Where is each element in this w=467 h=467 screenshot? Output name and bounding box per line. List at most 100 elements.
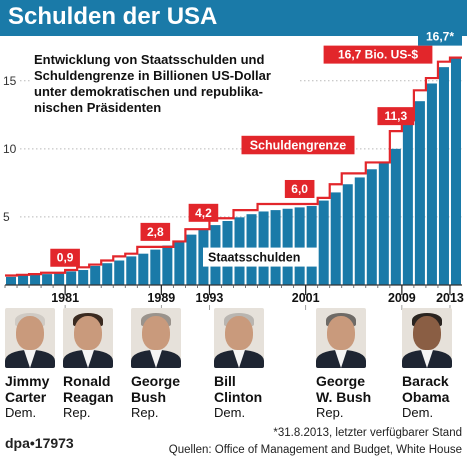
title-bar: Schulden der USA <box>0 0 467 36</box>
label-0-9: 0,9 <box>57 251 74 265</box>
bar-1981 <box>66 271 77 285</box>
bar-1985 <box>114 260 125 285</box>
label-0-9-box <box>50 248 80 267</box>
x-tick-label: 1989 <box>147 291 175 305</box>
bar-1983 <box>90 265 101 285</box>
description-line: Schuldengrenze in Billionen US-Dollar <box>34 68 271 83</box>
president-clinton: Bill Clinton Dem. <box>214 308 264 420</box>
president-first-name: Ronald <box>63 373 111 389</box>
bush-portrait <box>131 308 181 368</box>
label-16-7-star: 16,7* <box>426 30 454 44</box>
carter-portrait <box>5 308 55 368</box>
chart-title: Schulden der USA <box>8 3 218 30</box>
president-party: Rep. <box>131 405 159 420</box>
label-4-2: 4,2 <box>195 206 212 220</box>
bar-2011 <box>426 83 437 286</box>
label-16-7-star-box <box>418 27 462 46</box>
label-4-2-box <box>188 203 219 222</box>
label-6-0-box <box>284 179 315 198</box>
bar-1977 <box>18 275 29 285</box>
series-label-debt-box <box>203 247 318 267</box>
bar-2002 <box>318 200 329 285</box>
y-tick-label: 15 <box>3 74 17 88</box>
series-label-limit: Schuldengrenze <box>250 138 347 152</box>
bar-2003 <box>330 192 341 285</box>
value-labels: 0,9 2,8 4,2 6,0 11,3 16,7 Bio. US-$ 16,7* Schul… <box>50 27 462 267</box>
description-line: nischen Präsidenten <box>34 100 162 115</box>
bar-1988 <box>150 249 161 285</box>
president-first-name: Barack <box>402 373 449 389</box>
clinton-portrait <box>214 308 264 368</box>
president-reagan: Ronald Reagan Rep. <box>63 308 114 420</box>
bar-1976 <box>6 276 17 285</box>
label-16-7-bio: 16,7 Bio. US-$ <box>338 48 418 62</box>
bar-1980 <box>54 272 65 285</box>
bar-1989 <box>162 245 173 285</box>
bar-1984 <box>102 263 113 285</box>
label-11-3-box <box>377 107 415 126</box>
label-16-7-bio-box <box>323 45 433 64</box>
x-tick-label: 2001 <box>292 291 320 305</box>
debt-limit-line <box>5 56 462 277</box>
president-party: Rep. <box>316 405 344 420</box>
footnote: *31.8.2013, letzter verfügbarer Stand <box>273 427 462 439</box>
bar-1998 <box>270 210 281 285</box>
x-tick-label: 2013 <box>436 291 464 305</box>
debt-chart: 1981 1989 1993 2001 2009 2013 5 10 15 0,9 2,8 4,2… <box>3 27 464 310</box>
x-tick-label: 1993 <box>196 291 224 305</box>
bar-2012 <box>438 67 449 285</box>
president-obama: Barack Obama Dem. <box>402 308 452 420</box>
label-6-0: 6,0 <box>291 182 308 196</box>
label-2-8: 2,8 <box>147 225 164 239</box>
bar-2009 <box>402 122 413 286</box>
y-axis: 5 10 15 <box>3 74 17 224</box>
label-2-8-box <box>140 222 171 241</box>
bar-1999 <box>282 208 293 285</box>
president-last-name: Clinton <box>214 389 263 405</box>
dpa-id: dpa•17973 <box>5 435 74 451</box>
bar-2010 <box>414 101 425 286</box>
bar-2007 <box>378 162 389 285</box>
president-first-name: George <box>131 373 181 389</box>
x-tick-label: 2009 <box>388 291 416 305</box>
president-party: Rep. <box>63 405 91 420</box>
bar-1987 <box>138 253 149 285</box>
y-tick-label: 5 <box>3 210 10 224</box>
bar-2013 <box>450 57 461 286</box>
w-bush-portrait <box>316 308 366 368</box>
president-first-name: George <box>316 373 366 389</box>
president-bush: George Bush Rep. <box>131 308 181 420</box>
series-label-limit-box <box>241 135 355 155</box>
president-carter: Jimmy Carter Dem. <box>5 308 55 420</box>
x-axis: 1981 1989 1993 2001 2009 2013 <box>4 284 464 310</box>
chart-description: Entwicklung von Staatsschulden und Schul… <box>30 50 300 118</box>
bar-2004 <box>342 184 353 285</box>
president-w-bush: George W. Bush Rep. <box>316 308 371 420</box>
bar-2008 <box>390 148 401 285</box>
bar-1986 <box>126 256 137 285</box>
president-party: Dem. <box>402 405 434 420</box>
debt-limit-step-line <box>5 56 462 277</box>
description-line: unter demokratischen und republika- <box>34 84 263 99</box>
president-first-name: Jimmy <box>5 373 50 389</box>
president-first-name: Bill <box>214 373 236 389</box>
x-tick-label: 1981 <box>51 291 79 305</box>
bar-2001 <box>306 206 317 285</box>
president-party: Dem. <box>5 405 37 420</box>
president-last-name: Reagan <box>63 389 114 405</box>
bar-2005 <box>354 177 365 285</box>
president-last-name: W. Bush <box>316 389 372 405</box>
bar-2006 <box>366 169 377 285</box>
bar-1991 <box>186 234 197 285</box>
bar-1990 <box>174 241 185 285</box>
bar-1978 <box>30 274 41 285</box>
president-last-name: Bush <box>131 389 166 405</box>
label-11-3: 11,3 <box>385 109 408 123</box>
obama-portrait <box>402 308 452 368</box>
bar-2000 <box>294 207 305 285</box>
president-last-name: Obama <box>402 389 450 405</box>
series-label-debt: Staatsschulden <box>208 251 300 265</box>
president-party: Dem. <box>214 405 246 420</box>
y-tick-label: 10 <box>3 142 17 156</box>
description-line: Entwicklung von Staatsschulden und <box>34 52 265 67</box>
